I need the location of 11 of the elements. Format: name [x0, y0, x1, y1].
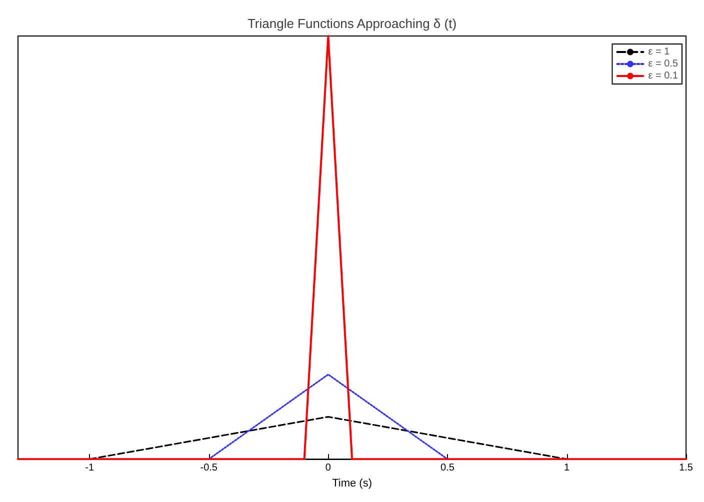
- legend-label: ε = 1: [648, 46, 670, 58]
- legend-label: ε = 0.1: [648, 70, 678, 82]
- x-tick-label: -0.5: [200, 462, 218, 474]
- legend-label: ε = 0.5: [648, 58, 678, 70]
- x-tick-label: 1: [564, 462, 570, 474]
- x-tick-label: 0.5: [440, 462, 455, 474]
- x-tick-label: -1: [85, 462, 94, 474]
- x-axis-title: Time (s): [332, 478, 372, 490]
- x-tick-label: 0: [325, 462, 332, 474]
- x-tick-label: 1.5: [679, 462, 694, 474]
- chart-title: Triangle Functions Approaching δ (t): [247, 16, 457, 31]
